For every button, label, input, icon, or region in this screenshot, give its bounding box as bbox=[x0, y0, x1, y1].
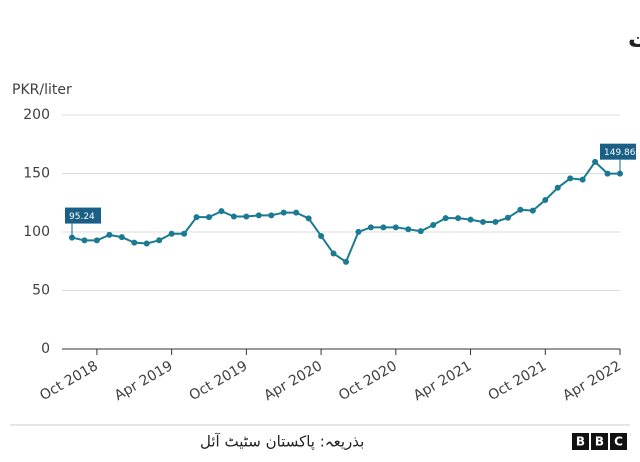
point bbox=[280, 209, 287, 216]
logo-letter: B bbox=[576, 435, 585, 449]
point bbox=[355, 228, 362, 235]
source: بذریعہ: پاکستان سٹیٹ آئل bbox=[200, 433, 364, 452]
y-tick-label: 200 bbox=[23, 107, 50, 123]
point bbox=[181, 230, 188, 237]
x-tick-label: Oct 2019 bbox=[187, 358, 251, 404]
value-label-box bbox=[600, 143, 636, 160]
x-tick-label: Oct 2018 bbox=[37, 358, 101, 404]
x-tick-label: Apr 2021 bbox=[411, 358, 475, 404]
point bbox=[430, 221, 437, 228]
point bbox=[81, 237, 88, 244]
point bbox=[417, 228, 424, 235]
point bbox=[293, 209, 300, 216]
point bbox=[305, 215, 312, 222]
value-label: 95.24 bbox=[69, 212, 95, 222]
x-tick-label: Apr 2022 bbox=[560, 358, 624, 404]
point bbox=[567, 175, 574, 182]
chart-title: پاکستان میں پیٹرول کی قیمت bbox=[628, 25, 640, 53]
point bbox=[193, 214, 200, 221]
point bbox=[131, 239, 138, 246]
point bbox=[206, 214, 212, 221]
point bbox=[480, 218, 486, 225]
point bbox=[93, 237, 100, 244]
point bbox=[542, 197, 549, 204]
point bbox=[604, 170, 611, 177]
value-label-box bbox=[65, 207, 101, 224]
point bbox=[554, 184, 561, 191]
y-tick-label: 0 bbox=[41, 341, 50, 357]
point bbox=[318, 232, 325, 239]
logo-letter: B bbox=[595, 435, 604, 449]
line bbox=[71, 160, 621, 264]
y-axis-label: PKR/liter bbox=[12, 82, 72, 98]
point bbox=[218, 208, 225, 215]
point bbox=[106, 231, 113, 238]
x-tick-label: Oct 2021 bbox=[486, 358, 550, 404]
x-tick-label: Oct 2020 bbox=[336, 358, 400, 404]
point bbox=[168, 230, 175, 237]
point bbox=[455, 215, 462, 222]
logo-box bbox=[572, 433, 589, 450]
point bbox=[118, 234, 125, 241]
point bbox=[380, 224, 387, 231]
point bbox=[517, 206, 524, 213]
point bbox=[156, 237, 163, 244]
point bbox=[367, 224, 374, 231]
value-label: 149.86 bbox=[604, 148, 636, 158]
point bbox=[243, 213, 250, 220]
logo-box bbox=[610, 433, 627, 450]
point bbox=[529, 207, 536, 214]
logo-box bbox=[591, 433, 608, 450]
point bbox=[405, 226, 412, 233]
point bbox=[143, 240, 150, 247]
point bbox=[392, 224, 399, 231]
y-tick-label: 50 bbox=[32, 283, 50, 299]
x-tick-label: Apr 2019 bbox=[112, 358, 176, 404]
point bbox=[343, 258, 349, 265]
logo-letter: C bbox=[614, 435, 623, 449]
point bbox=[230, 213, 237, 220]
point bbox=[592, 158, 599, 165]
point bbox=[255, 212, 262, 219]
y-tick-label: 100 bbox=[23, 224, 50, 240]
point bbox=[467, 216, 474, 223]
y-tick-label: 150 bbox=[23, 166, 50, 182]
point bbox=[268, 212, 275, 219]
point bbox=[442, 215, 449, 222]
point bbox=[492, 218, 499, 225]
point bbox=[330, 250, 337, 257]
point bbox=[579, 176, 586, 183]
x-tick-label: Apr 2020 bbox=[261, 358, 325, 404]
point bbox=[504, 214, 511, 221]
